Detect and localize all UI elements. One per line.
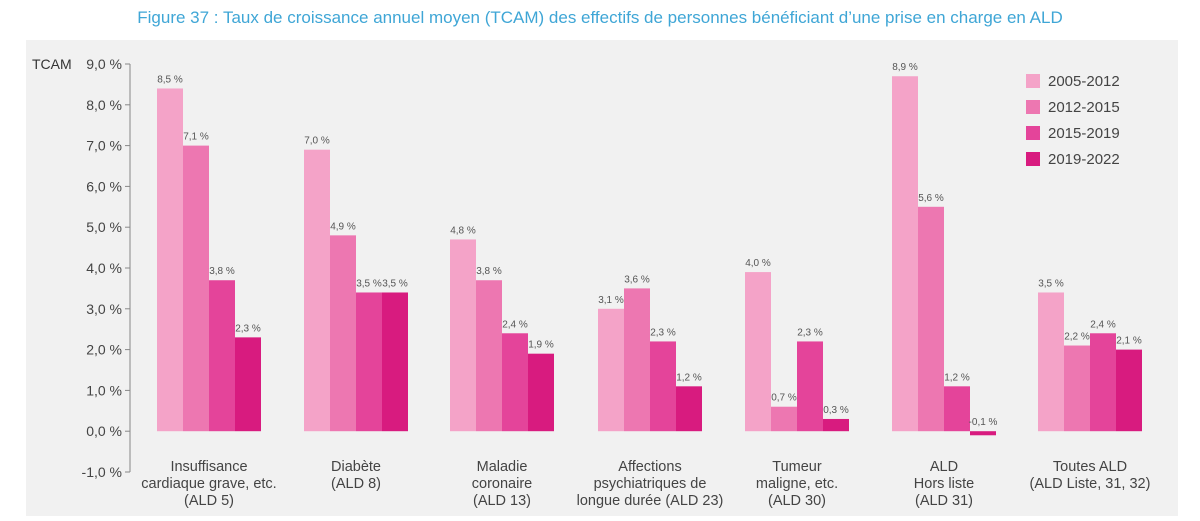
bar-2019-2022-5 bbox=[970, 431, 996, 436]
bar-2015-2019-5 bbox=[944, 386, 970, 432]
y-tick-label: 5,0 % bbox=[86, 219, 122, 235]
category-label: Hors liste bbox=[914, 476, 974, 492]
bar-2019-2022-1 bbox=[382, 292, 408, 432]
legend-label: 2012-2015 bbox=[1048, 99, 1120, 116]
data-label: 2,2 % bbox=[1064, 332, 1090, 343]
bar-2019-2022-6 bbox=[1116, 349, 1142, 432]
category-label: coronaire bbox=[472, 476, 532, 492]
y-tick-label: -1,0 % bbox=[82, 464, 122, 480]
category-label: maligne, etc. bbox=[756, 476, 838, 492]
legend-label: 2019-2022 bbox=[1048, 151, 1120, 168]
data-label: -0,1 % bbox=[969, 417, 998, 428]
bar-2012-2015-3 bbox=[624, 288, 650, 432]
y-tick-label: 6,0 % bbox=[86, 178, 122, 194]
bar-2015-2019-4 bbox=[797, 341, 823, 432]
y-tick-label: 0,0 % bbox=[86, 423, 122, 439]
bar-2015-2019-2 bbox=[502, 333, 528, 432]
legend-swatch bbox=[1026, 74, 1040, 88]
legend-label: 2005-2012 bbox=[1048, 73, 1120, 90]
legend-swatch bbox=[1026, 152, 1040, 166]
y-tick-label: 9,0 % bbox=[86, 56, 122, 72]
data-label: 4,0 % bbox=[745, 258, 771, 269]
category-label: psychiatriques de bbox=[594, 476, 707, 492]
category-label: Insuffisance bbox=[170, 459, 247, 475]
bar-chart: -1,0 % 0,0 % 1,0 % 2,0 % 3,0 % 4,0 % 5,0 % 6,0 … bbox=[32, 56, 1151, 509]
data-label: 3,1 % bbox=[598, 295, 624, 306]
bar-2012-2015-1 bbox=[330, 235, 356, 432]
bar-2005-2012-3 bbox=[598, 308, 624, 432]
figure-title: Figure 37 : Taux de croissance annuel mo… bbox=[137, 8, 1063, 27]
bar-2015-2019-0 bbox=[209, 280, 235, 432]
y-tick-label: 4,0 % bbox=[86, 260, 122, 276]
data-label: 2,3 % bbox=[235, 323, 261, 334]
data-label: 8,5 % bbox=[157, 74, 183, 85]
data-label: 1,2 % bbox=[944, 372, 970, 383]
bar-2012-2015-6 bbox=[1064, 345, 1090, 432]
category-label: (ALD 31) bbox=[915, 493, 973, 509]
data-label: 8,9 % bbox=[892, 62, 918, 73]
bar-2005-2012-5 bbox=[892, 76, 918, 432]
bar-2012-2015-0 bbox=[183, 145, 209, 432]
bar-2012-2015-4 bbox=[771, 406, 797, 432]
y-tick-label: 7,0 % bbox=[86, 138, 122, 154]
bar-2019-2022-4 bbox=[823, 418, 849, 432]
category-label: (ALD 30) bbox=[768, 493, 826, 509]
bar-2019-2022-2 bbox=[528, 353, 554, 432]
data-label: 4,8 % bbox=[450, 225, 476, 236]
y-tick-label: 8,0 % bbox=[86, 97, 122, 113]
category-label: (ALD Liste, 31, 32) bbox=[1030, 476, 1151, 492]
bar-2005-2012-6 bbox=[1038, 292, 1064, 432]
data-label: 3,8 % bbox=[209, 266, 235, 277]
bar-2005-2012-0 bbox=[157, 88, 183, 432]
data-label: 3,5 % bbox=[356, 278, 382, 289]
legend-swatch bbox=[1026, 126, 1040, 140]
data-label: 2,1 % bbox=[1116, 336, 1142, 347]
data-label: 1,2 % bbox=[676, 372, 702, 383]
bar-2019-2022-0 bbox=[235, 337, 261, 432]
data-label: 3,6 % bbox=[624, 274, 650, 285]
bar-2019-2022-3 bbox=[676, 386, 702, 432]
legend-label: 2015-2019 bbox=[1048, 125, 1120, 142]
data-label: 1,9 % bbox=[528, 340, 554, 351]
y-axis-title: TCAM bbox=[32, 56, 72, 72]
bar-2005-2012-4 bbox=[745, 272, 771, 432]
data-label: 2,4 % bbox=[1090, 319, 1116, 330]
bar-2012-2015-2 bbox=[476, 280, 502, 432]
y-tick-label: 3,0 % bbox=[86, 301, 122, 317]
data-label: 3,5 % bbox=[382, 278, 408, 289]
bar-2005-2012-2 bbox=[450, 239, 476, 432]
data-label: 2,4 % bbox=[502, 319, 528, 330]
category-label: Affections bbox=[618, 459, 681, 475]
category-label: (ALD 5) bbox=[184, 493, 234, 509]
category-label: cardiaque grave, etc. bbox=[141, 476, 276, 492]
bar-2005-2012-1 bbox=[304, 149, 330, 432]
category-label: Maladie bbox=[477, 459, 528, 475]
data-label: 0,7 % bbox=[771, 393, 797, 404]
category-label: (ALD 13) bbox=[473, 493, 531, 509]
bar-2015-2019-1 bbox=[356, 292, 382, 432]
y-tick-label: 2,0 % bbox=[86, 342, 122, 358]
category-label: longue durée (ALD 23) bbox=[577, 493, 724, 509]
y-tick-label: 1,0 % bbox=[86, 382, 122, 398]
category-label: Tumeur bbox=[772, 459, 822, 475]
data-label: 7,1 % bbox=[183, 132, 209, 143]
data-label: 5,6 % bbox=[918, 193, 944, 204]
data-label: 0,3 % bbox=[823, 405, 849, 416]
data-label: 3,5 % bbox=[1038, 278, 1064, 289]
chart-area: -1,0 % 0,0 % 1,0 % 2,0 % 3,0 % 4,0 % 5,0 % 6,0 … bbox=[26, 40, 1178, 516]
bar-2015-2019-3 bbox=[650, 341, 676, 432]
category-label: Toutes ALD bbox=[1053, 459, 1127, 475]
bar-2015-2019-6 bbox=[1090, 333, 1116, 432]
data-label: 2,3 % bbox=[650, 327, 676, 338]
bar-2012-2015-5 bbox=[918, 206, 944, 432]
data-label: 4,9 % bbox=[330, 221, 356, 232]
data-label: 2,3 % bbox=[797, 327, 823, 338]
legend-swatch bbox=[1026, 100, 1040, 114]
category-label: (ALD 8) bbox=[331, 476, 381, 492]
data-label: 7,0 % bbox=[304, 136, 330, 147]
category-label: ALD bbox=[930, 459, 958, 475]
data-label: 3,8 % bbox=[476, 266, 502, 277]
category-label: Diabète bbox=[331, 459, 381, 475]
